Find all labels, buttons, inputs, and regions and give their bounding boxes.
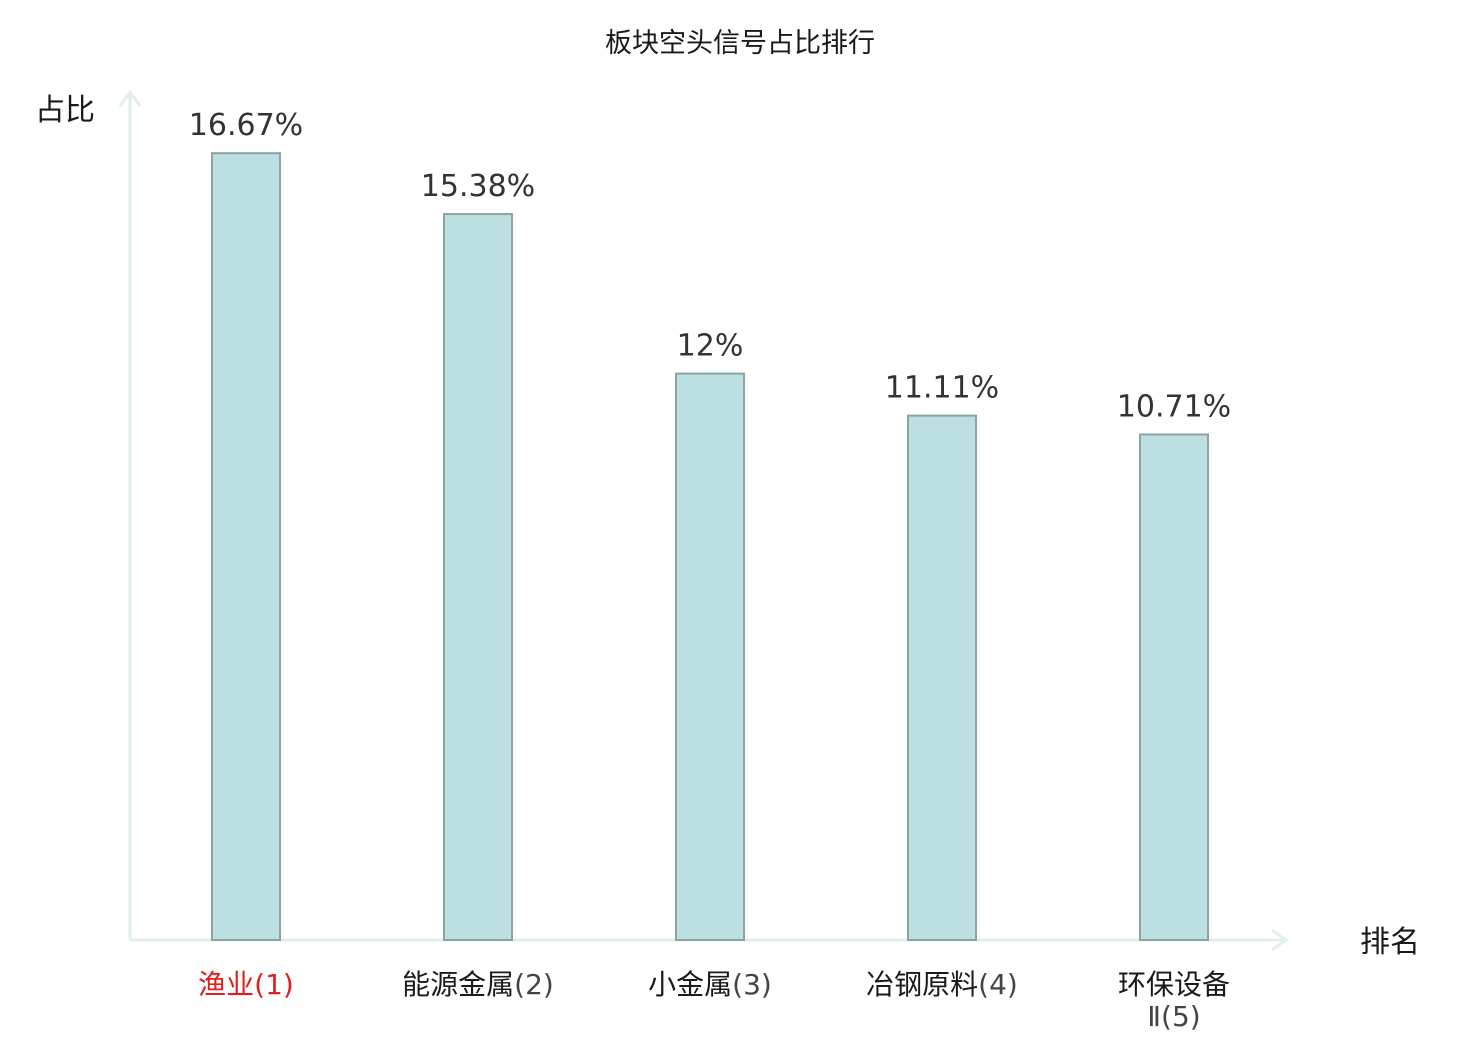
category-label-3: 小金属(3): [648, 968, 772, 1001]
category-name: 环保设备: [1118, 968, 1230, 1001]
x-axis-arrow: [1271, 928, 1289, 952]
chart-title: 板块空头信号占比排行: [605, 28, 875, 59]
value-label-5: 10.71%: [1117, 389, 1231, 424]
category-label-4: 冶钢原料(4): [866, 968, 1018, 1001]
category-label-5: 环保设备 Ⅱ(5): [1118, 968, 1230, 1033]
category-rank: (3): [732, 968, 772, 1001]
bar-3: [675, 372, 745, 942]
value-label-2: 15.38%: [421, 169, 535, 204]
y-axis-arrow: [118, 89, 142, 107]
category-name: 渔业: [198, 968, 254, 1001]
bar-4: [907, 414, 977, 942]
bar-5: [1139, 433, 1209, 941]
bars-group: 16.67% 渔业(1) 15.38% 能源金属(2) 12% 小金属(3) 11.11% 冶…: [189, 108, 1231, 1033]
category-label-2: 能源金属(2): [402, 968, 554, 1001]
category-rank: (4): [978, 968, 1018, 1001]
category-rank: (1): [254, 968, 294, 1001]
y-axis-label: 占比: [35, 93, 95, 128]
x-axis-label: 排名: [1360, 925, 1420, 960]
value-label-3: 12%: [677, 329, 744, 364]
category-name: 小金属: [648, 968, 732, 1001]
category-rank: (2): [514, 968, 554, 1001]
value-label-1: 16.67%: [189, 108, 303, 143]
value-label-4: 11.11%: [885, 371, 999, 406]
bar-1: [211, 152, 281, 941]
bar-2: [443, 213, 513, 941]
category-name: 能源金属: [402, 968, 514, 1001]
category-name: 冶钢原料: [866, 968, 978, 1001]
category-rank: Ⅱ(5): [1147, 1000, 1200, 1033]
category-label-1: 渔业(1): [198, 968, 294, 1001]
